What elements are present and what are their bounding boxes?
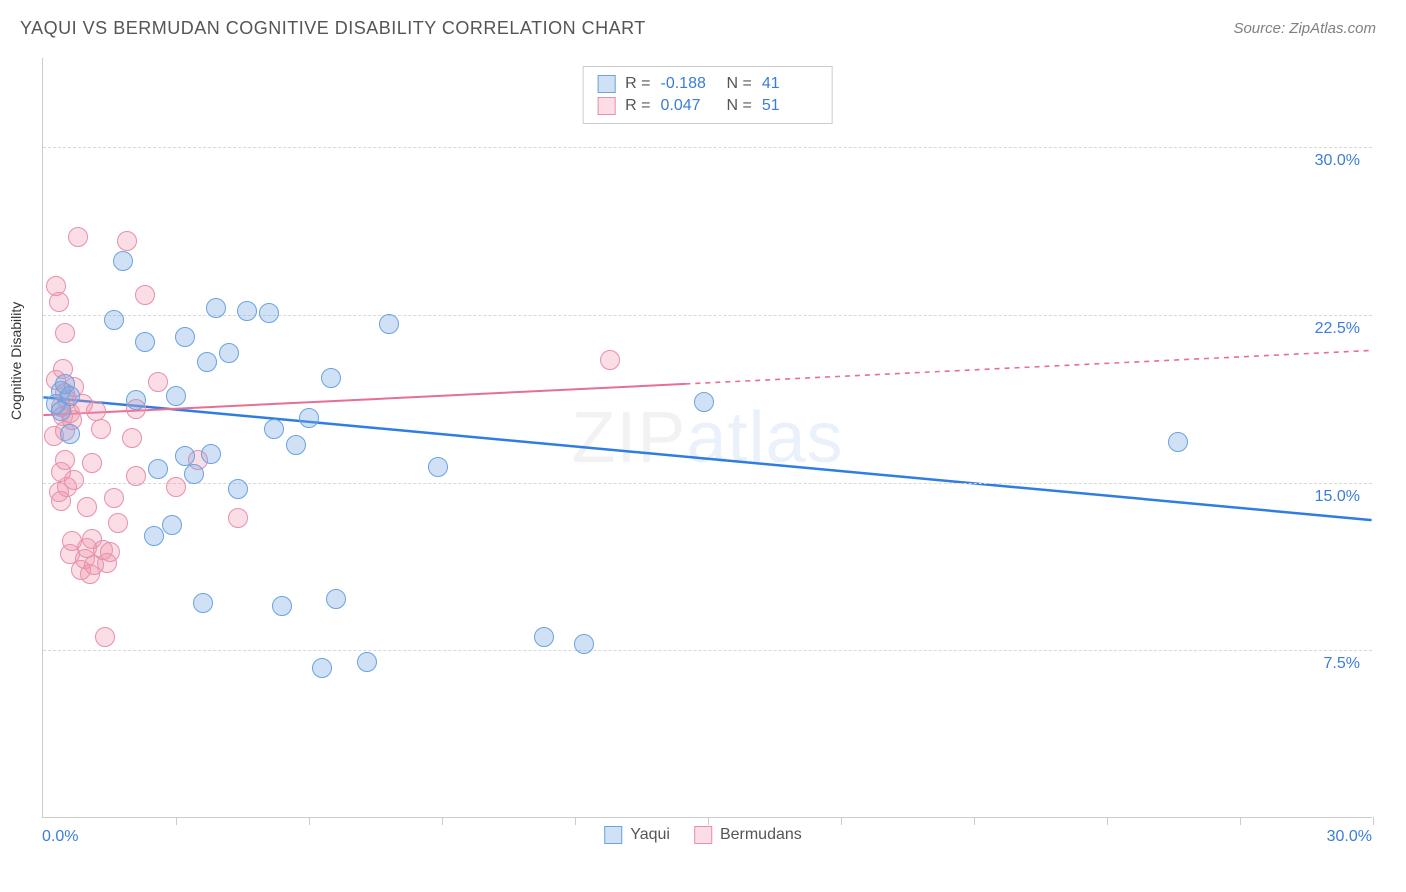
data-point xyxy=(286,435,306,455)
bottom-legend: Yaqui Bermudans xyxy=(604,826,802,844)
data-point xyxy=(95,627,115,647)
data-point xyxy=(228,479,248,499)
data-point xyxy=(60,386,80,406)
data-point xyxy=(228,508,248,528)
data-point xyxy=(237,301,257,321)
data-point xyxy=(135,285,155,305)
data-point xyxy=(135,332,155,352)
data-point xyxy=(104,310,124,330)
data-point xyxy=(166,477,186,497)
legend-square-yaqui xyxy=(597,75,615,93)
x-tick xyxy=(974,817,975,825)
data-point xyxy=(299,408,319,428)
n-label: N = xyxy=(727,97,752,115)
data-point xyxy=(49,292,69,312)
data-point xyxy=(144,526,164,546)
chart-plot-area: ZIPatlas R = -0.188 N = 41 R = 0.047 N =… xyxy=(42,58,1372,818)
data-point xyxy=(60,424,80,444)
data-point xyxy=(55,450,75,470)
stats-legend: R = -0.188 N = 41 R = 0.047 N = 51 xyxy=(582,66,833,124)
r-value-yaqui: -0.188 xyxy=(661,75,717,93)
y-tick-label: 30.0% xyxy=(1315,152,1360,170)
data-point xyxy=(113,251,133,271)
legend-label-yaqui: Yaqui xyxy=(630,826,670,844)
watermark-zip: ZIP xyxy=(571,398,686,478)
n-label: N = xyxy=(727,75,752,93)
data-point xyxy=(600,350,620,370)
data-point xyxy=(193,593,213,613)
x-tick xyxy=(309,817,310,825)
data-point xyxy=(428,457,448,477)
x-tick xyxy=(1373,817,1374,825)
data-point xyxy=(312,658,332,678)
legend-square-icon xyxy=(694,826,712,844)
legend-label-bermudans: Bermudans xyxy=(720,826,802,844)
data-point xyxy=(201,444,221,464)
legend-square-icon xyxy=(604,826,622,844)
gridline xyxy=(43,147,1372,148)
data-point xyxy=(108,513,128,533)
data-point xyxy=(126,390,146,410)
data-point xyxy=(379,314,399,334)
x-axis-min-label: 0.0% xyxy=(42,828,78,846)
data-point xyxy=(91,419,111,439)
data-point xyxy=(77,497,97,517)
stats-row-yaqui: R = -0.188 N = 41 xyxy=(597,73,818,95)
data-point xyxy=(86,401,106,421)
x-tick xyxy=(575,817,576,825)
x-axis-max-label: 30.0% xyxy=(1327,828,1372,846)
legend-square-bermudans xyxy=(597,97,615,115)
data-point xyxy=(1168,432,1188,452)
data-point xyxy=(694,392,714,412)
n-value-bermudans: 51 xyxy=(762,97,818,115)
data-point xyxy=(122,428,142,448)
y-axis-label: Cognitive Disability xyxy=(8,302,24,420)
data-point xyxy=(148,372,168,392)
data-point xyxy=(82,453,102,473)
r-label: R = xyxy=(625,97,650,115)
data-point xyxy=(534,627,554,647)
data-point xyxy=(175,327,195,347)
n-value-yaqui: 41 xyxy=(762,75,818,93)
data-point xyxy=(117,231,137,251)
data-point xyxy=(166,386,186,406)
legend-item-bermudans: Bermudans xyxy=(694,826,802,844)
data-point xyxy=(206,298,226,318)
data-point xyxy=(162,515,182,535)
data-point xyxy=(100,542,120,562)
data-point xyxy=(104,488,124,508)
y-tick-label: 22.5% xyxy=(1315,320,1360,338)
data-point xyxy=(259,303,279,323)
data-point xyxy=(64,470,84,490)
x-tick xyxy=(1240,817,1241,825)
x-tick xyxy=(176,817,177,825)
data-point xyxy=(326,589,346,609)
data-point xyxy=(184,464,204,484)
data-point xyxy=(197,352,217,372)
stats-row-bermudans: R = 0.047 N = 51 xyxy=(597,95,818,117)
x-tick xyxy=(1107,817,1108,825)
x-tick xyxy=(442,817,443,825)
data-point xyxy=(264,419,284,439)
data-point xyxy=(55,323,75,343)
legend-item-yaqui: Yaqui xyxy=(604,826,670,844)
y-tick-label: 15.0% xyxy=(1315,488,1360,506)
data-point xyxy=(321,368,341,388)
data-point xyxy=(357,652,377,672)
data-point xyxy=(574,634,594,654)
x-tick xyxy=(708,817,709,825)
data-point xyxy=(68,227,88,247)
r-value-bermudans: 0.047 xyxy=(661,97,717,115)
data-point xyxy=(219,343,239,363)
chart-title: YAQUI VS BERMUDAN COGNITIVE DISABILITY C… xyxy=(20,18,646,39)
r-label: R = xyxy=(625,75,650,93)
data-point xyxy=(148,459,168,479)
gridline xyxy=(43,650,1372,651)
data-point xyxy=(272,596,292,616)
x-tick xyxy=(841,817,842,825)
data-point xyxy=(126,466,146,486)
y-tick-label: 7.5% xyxy=(1324,655,1360,673)
source-label: Source: ZipAtlas.com xyxy=(1233,20,1376,37)
